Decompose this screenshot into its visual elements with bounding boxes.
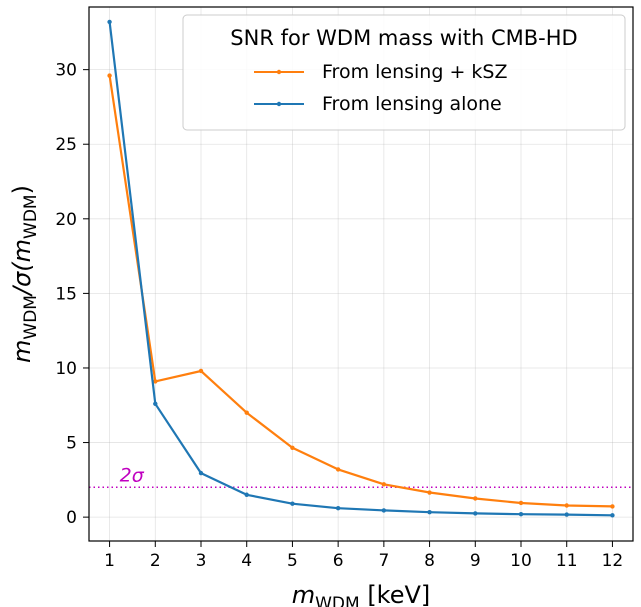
series-0-point — [335, 467, 341, 472]
legend-box — [182, 14, 626, 131]
series-0-point — [564, 503, 569, 508]
series-1-point — [198, 470, 204, 476]
y-tick-label: 10 — [55, 359, 77, 379]
two-sigma-label: 2σ — [120, 464, 145, 486]
y-tick-label: 25 — [55, 135, 77, 155]
y-tick-label: 5 — [66, 434, 77, 454]
series-1-point — [290, 501, 295, 506]
series-1-point — [610, 513, 615, 518]
series-0-point — [381, 482, 387, 487]
series-1-point — [427, 510, 432, 515]
plot-frame — [88, 6, 634, 542]
x-tick-label: 12 — [602, 551, 624, 571]
legend-marker-lensing-alone — [276, 101, 282, 107]
x-tick-label: 9 — [470, 551, 481, 571]
series-0-point — [244, 410, 249, 415]
series-1-point — [518, 511, 524, 517]
x-tick-label: 2 — [150, 551, 161, 571]
x-tick-label: 3 — [196, 551, 207, 571]
series-1-point — [244, 492, 249, 497]
series-0-point — [427, 490, 432, 495]
y-axis-label: mWDM/σ(mWDM) — [8, 185, 41, 363]
legend: SNR for WDM mass with CMB-HD From lensin… — [182, 14, 626, 131]
series-0-point — [198, 368, 204, 374]
series-1-point — [473, 511, 478, 516]
x-tick-label: 6 — [333, 551, 344, 571]
series-0-point — [290, 445, 295, 450]
series-1-point — [107, 19, 112, 25]
legend-marker-lensing-ksz — [276, 69, 282, 75]
y-tick-label: 30 — [55, 61, 77, 81]
x-tick-label: 4 — [241, 551, 252, 571]
y-tick-label: 0 — [66, 508, 77, 528]
series-line-1 — [108, 21, 613, 517]
x-axis-label: mWDM [keV] — [292, 581, 431, 607]
x-tick-label: 11 — [556, 551, 578, 571]
legend-label-lensing-ksz: From lensing + kSZ — [322, 61, 507, 83]
x-tick-label: 1 — [104, 551, 115, 571]
legend-title: SNR for WDM mass with CMB-HD — [230, 26, 577, 50]
y-tick-label: 20 — [55, 210, 77, 230]
data-series — [107, 19, 615, 518]
legend-label-lensing-alone: From lensing alone — [322, 93, 502, 115]
x-tick-label: 5 — [287, 551, 298, 571]
series-1-point — [564, 512, 569, 517]
series-0-point — [153, 379, 158, 384]
series-1-point — [335, 505, 341, 511]
series-0-point — [610, 504, 615, 509]
series-1-point — [381, 508, 387, 513]
series-0-point — [518, 500, 524, 506]
series-line-0 — [108, 75, 613, 508]
x-tick-label: 10 — [510, 551, 532, 571]
series-1-point — [153, 401, 158, 406]
series-0-point — [107, 73, 112, 78]
x-tick-label: 7 — [378, 551, 389, 571]
y-tick-label: 15 — [55, 284, 77, 304]
series-0-point — [473, 496, 478, 501]
x-tick-label: 8 — [424, 551, 435, 571]
